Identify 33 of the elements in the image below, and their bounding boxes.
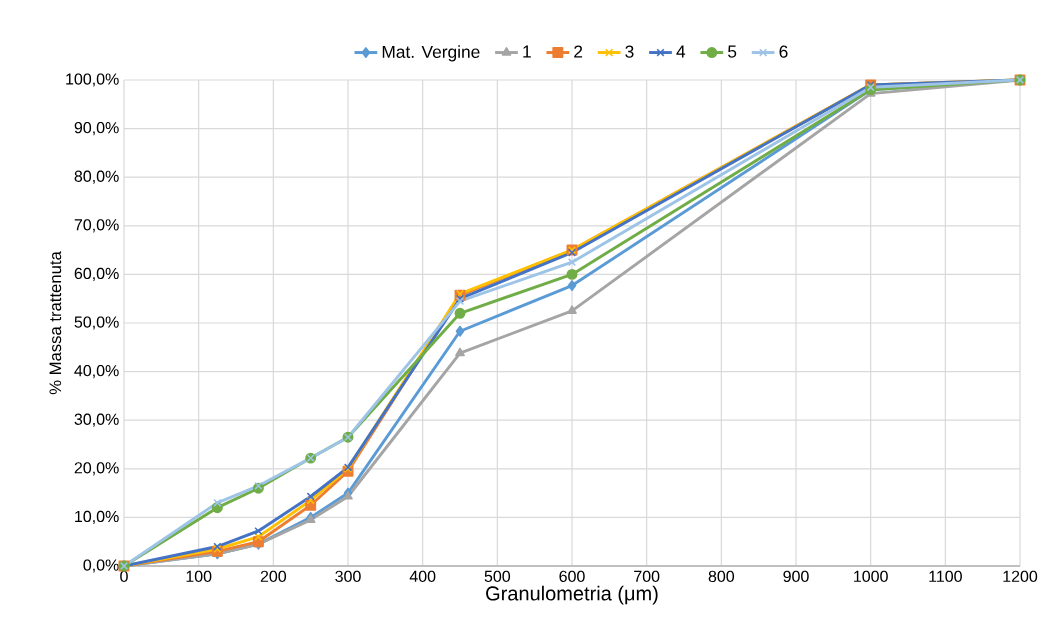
x-tick-label: 400 bbox=[409, 570, 436, 583]
y-tick-label: 20,0% bbox=[74, 462, 119, 476]
legend-label: 1 bbox=[523, 45, 531, 58]
x-tick-label: 300 bbox=[335, 570, 361, 583]
y-tick-label: 0,0% bbox=[83, 559, 119, 573]
x-tick-label: 200 bbox=[260, 570, 287, 583]
x-tick-label: 0 bbox=[120, 570, 128, 583]
y-tick-label: 70,0% bbox=[74, 219, 119, 233]
legend-label: 2 bbox=[574, 45, 583, 58]
y-tick-label: 10,0% bbox=[75, 510, 119, 524]
legend-label: 3 bbox=[625, 45, 634, 58]
x-tick-label: 600 bbox=[559, 570, 585, 583]
x-tick-label: 500 bbox=[484, 570, 511, 583]
x-tick-label: 1200 bbox=[1003, 570, 1038, 583]
legend-label: 5 bbox=[728, 45, 737, 58]
y-tick-label: 60,0% bbox=[74, 267, 119, 281]
x-tick-label: 700 bbox=[634, 570, 660, 583]
y-tick-label: 100,0% bbox=[66, 73, 119, 87]
x-tick-label: 800 bbox=[708, 570, 735, 583]
legend-label: 4 bbox=[676, 45, 686, 58]
x-tick-label: 900 bbox=[783, 570, 809, 583]
y-axis-title: % Massa trattenuta bbox=[49, 251, 62, 395]
y-tick-label: 50,0% bbox=[74, 316, 119, 330]
y-tick-label: 30,0% bbox=[74, 413, 119, 427]
x-tick-label: 1100 bbox=[929, 570, 962, 583]
x-tick-label: 100 bbox=[186, 570, 212, 583]
legend-label: 6 bbox=[779, 45, 788, 58]
x-tick-label: 1000 bbox=[854, 570, 888, 583]
y-tick-label: 90,0% bbox=[74, 121, 119, 136]
y-tick-label: 80,0% bbox=[74, 170, 119, 184]
y-tick-label: 40,0% bbox=[74, 364, 119, 379]
legend-label: Mat. Vergine bbox=[382, 45, 480, 62]
x-axis-title: Granulometria (μm) bbox=[486, 585, 658, 605]
